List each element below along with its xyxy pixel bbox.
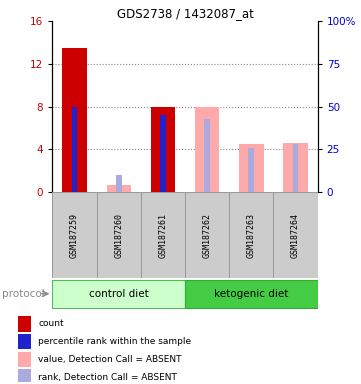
Bar <box>204 119 210 192</box>
Text: GSM187261: GSM187261 <box>158 213 168 258</box>
Text: rank, Detection Call = ABSENT: rank, Detection Call = ABSENT <box>38 372 177 382</box>
Bar <box>97 192 141 278</box>
Title: GDS2738 / 1432087_at: GDS2738 / 1432087_at <box>117 7 253 20</box>
Text: GSM187259: GSM187259 <box>70 213 79 258</box>
Bar <box>239 144 264 192</box>
Bar <box>52 192 97 278</box>
Text: GSM187264: GSM187264 <box>291 213 300 258</box>
Bar <box>18 316 31 332</box>
Bar <box>62 48 87 192</box>
Bar <box>195 107 219 192</box>
Text: GSM187260: GSM187260 <box>114 213 123 258</box>
Bar <box>248 147 254 192</box>
Text: value, Detection Call = ABSENT: value, Detection Call = ABSENT <box>38 355 182 364</box>
Text: GSM187263: GSM187263 <box>247 213 256 258</box>
Text: percentile rank within the sample: percentile rank within the sample <box>38 337 191 346</box>
Bar <box>141 192 185 278</box>
Bar <box>293 144 299 192</box>
Bar <box>71 107 77 192</box>
Text: ketogenic diet: ketogenic diet <box>214 289 288 299</box>
Bar <box>18 334 31 349</box>
Bar <box>151 107 175 192</box>
Bar <box>160 115 166 192</box>
Bar <box>52 280 185 308</box>
Bar <box>18 369 31 384</box>
Text: protocol: protocol <box>2 289 44 299</box>
Bar <box>274 192 318 278</box>
Text: GSM187262: GSM187262 <box>203 213 212 258</box>
Bar <box>185 280 318 308</box>
Text: count: count <box>38 319 64 328</box>
Bar <box>185 192 229 278</box>
Bar <box>283 143 308 192</box>
Bar <box>116 175 122 192</box>
Text: control diet: control diet <box>89 289 149 299</box>
Bar <box>106 185 131 192</box>
Bar <box>229 192 274 278</box>
Bar <box>18 351 31 367</box>
